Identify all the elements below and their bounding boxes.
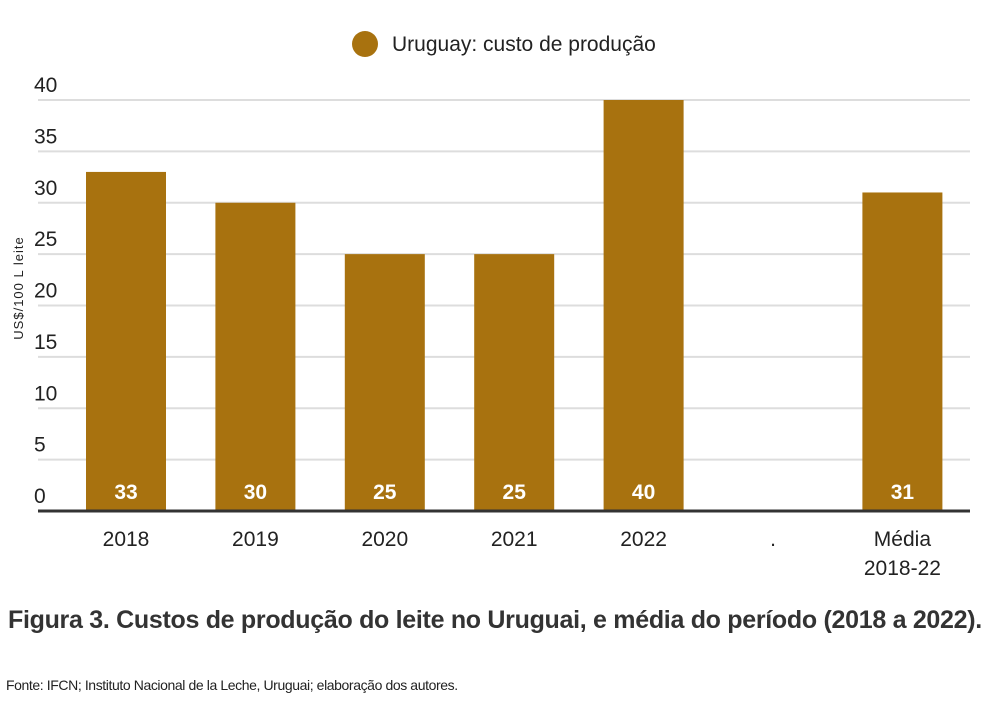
bar-data-label: 25	[503, 481, 527, 504]
bar	[603, 100, 684, 511]
legend: Uruguay: custo de produção	[352, 31, 656, 57]
x-tick-label: Média	[874, 528, 932, 551]
y-axis-ticks: 0 5 10 15 20 25 30 35 40	[34, 74, 57, 508]
x-tick-label: 2018	[103, 528, 150, 551]
x-tick-label: .	[770, 528, 776, 551]
figure-source: Fonte: IFCN; Instituto Nacional de la Le…	[6, 677, 458, 693]
bar	[474, 254, 555, 511]
x-tick-label: 2018-22	[864, 557, 941, 580]
bar	[215, 202, 296, 511]
legend-marker	[352, 31, 378, 57]
bar-data-label: 33	[114, 481, 137, 504]
bar-data-label: 31	[891, 481, 915, 504]
x-tick-label: 2022	[620, 528, 667, 551]
bar-data-label: 25	[373, 481, 397, 504]
x-tick-label: 2021	[491, 528, 538, 551]
y-tick-label: 5	[34, 434, 46, 457]
y-tick-label: 35	[34, 125, 57, 148]
y-tick-label: 25	[34, 228, 57, 251]
y-tick-label: 10	[34, 382, 57, 405]
y-tick-label: 0	[34, 485, 46, 508]
y-tick-label: 30	[34, 177, 57, 200]
legend-label: Uruguay: custo de produção	[392, 33, 656, 56]
x-axis-ticks: 2018 2019 2020 2021 2022. Média 2018-22	[103, 528, 941, 580]
x-tick-label: 2019	[232, 528, 279, 551]
bar-chart: 0 5 10 15 20 25 30 35 40 US$/100 L leite 33 30 25 2…	[11, 31, 970, 580]
bar	[344, 254, 425, 511]
figure-caption: Figura 3. Custos de produção do leite no…	[8, 606, 982, 634]
bar	[86, 171, 166, 512]
x-tick-label: 2020	[361, 528, 408, 551]
bar	[862, 192, 943, 511]
y-tick-label: 20	[34, 280, 57, 303]
bar-data-label: 30	[244, 481, 267, 504]
bars: 33 30 25 25 40 31	[86, 100, 943, 512]
y-tick-label: 40	[34, 74, 57, 97]
bar-data-label: 40	[632, 481, 655, 504]
y-axis-label: US$/100 L leite	[11, 236, 26, 339]
y-tick-label: 15	[34, 331, 57, 354]
